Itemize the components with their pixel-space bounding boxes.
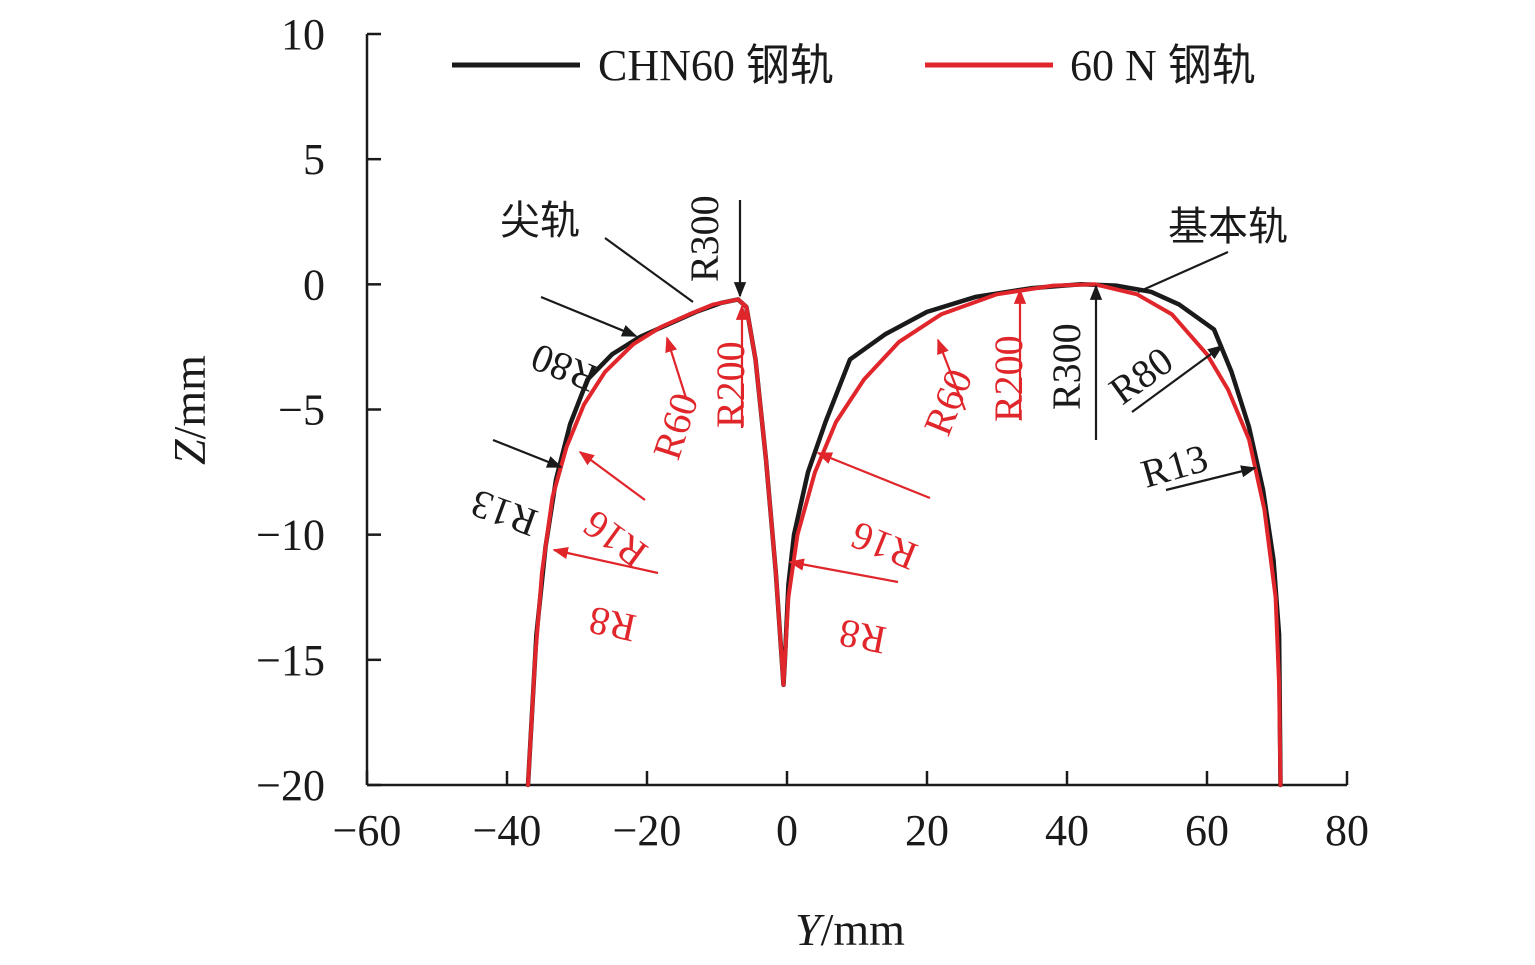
label-r8-right: R8 bbox=[835, 610, 889, 663]
label-r80-left: R80 bbox=[525, 335, 604, 402]
axes: −60 −40 −20 0 20 40 60 80 10 5 0 −5 −10 −15 −20 bbox=[256, 10, 1369, 855]
y-tick-label: −15 bbox=[256, 636, 325, 685]
label-r200-left: R200 bbox=[708, 341, 753, 428]
y-tick-label: 5 bbox=[303, 135, 325, 184]
label-r300-left: R300 bbox=[682, 195, 727, 282]
y-axis-var: Z bbox=[164, 439, 215, 465]
y-axis-unit: /mm bbox=[164, 355, 215, 440]
label-stock-rail: 基本轨 bbox=[1168, 204, 1288, 249]
y-tick-label: 10 bbox=[281, 10, 325, 59]
annotation-arrows bbox=[492, 200, 1257, 584]
x-tick-label: −40 bbox=[473, 806, 542, 855]
y-tick-label: −5 bbox=[278, 386, 325, 435]
arrow-r8-right bbox=[788, 558, 899, 584]
x-tick-label: 0 bbox=[776, 806, 798, 855]
label-r16-right: R16 bbox=[845, 513, 924, 580]
y-tick-label: −20 bbox=[256, 761, 325, 810]
x-tick-label: 20 bbox=[905, 806, 949, 855]
arrow-r80-left bbox=[540, 295, 638, 338]
label-r13-right: R13 bbox=[1136, 435, 1213, 497]
arrow-r13-left bbox=[492, 438, 563, 469]
label-r13-left: R13 bbox=[465, 481, 543, 546]
y-axis-title: Z/mm bbox=[164, 355, 215, 465]
label-r8-left: R8 bbox=[585, 597, 640, 651]
arrow-r16-right bbox=[816, 451, 931, 500]
x-axis-title: Y/mm bbox=[795, 904, 905, 955]
arrow-r60-right bbox=[936, 338, 967, 411]
arrow-r60-left bbox=[665, 336, 688, 399]
stock-rail-leader bbox=[1137, 250, 1229, 294]
y-ticks: 10 5 0 −5 −10 −15 −20 bbox=[256, 10, 381, 810]
x-tick-label: −60 bbox=[333, 806, 402, 855]
y-tick-label: −10 bbox=[256, 511, 325, 560]
switch-rail-leader bbox=[604, 237, 694, 303]
arrow-r13-right bbox=[1165, 465, 1257, 492]
x-tick-label: 80 bbox=[1325, 806, 1369, 855]
x-axis-var: Y bbox=[795, 904, 825, 955]
label-r16-left: R16 bbox=[575, 502, 655, 578]
x-tick-label: −20 bbox=[613, 806, 682, 855]
label-r200-right: R200 bbox=[986, 335, 1031, 422]
x-tick-label: 40 bbox=[1045, 806, 1089, 855]
legend-label-chn60: CHN60 钢轨 bbox=[598, 41, 834, 90]
y-tick-label: 0 bbox=[303, 260, 325, 309]
label-r60-left: R60 bbox=[644, 387, 707, 464]
label-r80-right: R80 bbox=[1101, 338, 1181, 414]
legend: CHN60 钢轨 60 N 钢轨 bbox=[452, 41, 1256, 90]
arrow-r80-right bbox=[1131, 345, 1224, 413]
label-switch-rail: 尖轨 bbox=[500, 198, 580, 243]
legend-label-60n: 60 N 钢轨 bbox=[1070, 41, 1256, 90]
arrow-r16-left bbox=[578, 451, 646, 501]
x-ticks: −60 −40 −20 0 20 40 60 80 bbox=[333, 771, 1369, 855]
x-tick-label: 60 bbox=[1185, 806, 1229, 855]
annotation-labels: 尖轨 基本轨 R300 R80 R13 R60 R200 R16 R8 R60 … bbox=[465, 195, 1288, 663]
label-r300-right: R300 bbox=[1044, 323, 1089, 410]
series-line-60n bbox=[526, 282, 1283, 787]
label-r60-right: R60 bbox=[915, 363, 982, 442]
arrow-r8-left bbox=[552, 546, 659, 575]
x-axis-unit: /mm bbox=[821, 904, 906, 955]
